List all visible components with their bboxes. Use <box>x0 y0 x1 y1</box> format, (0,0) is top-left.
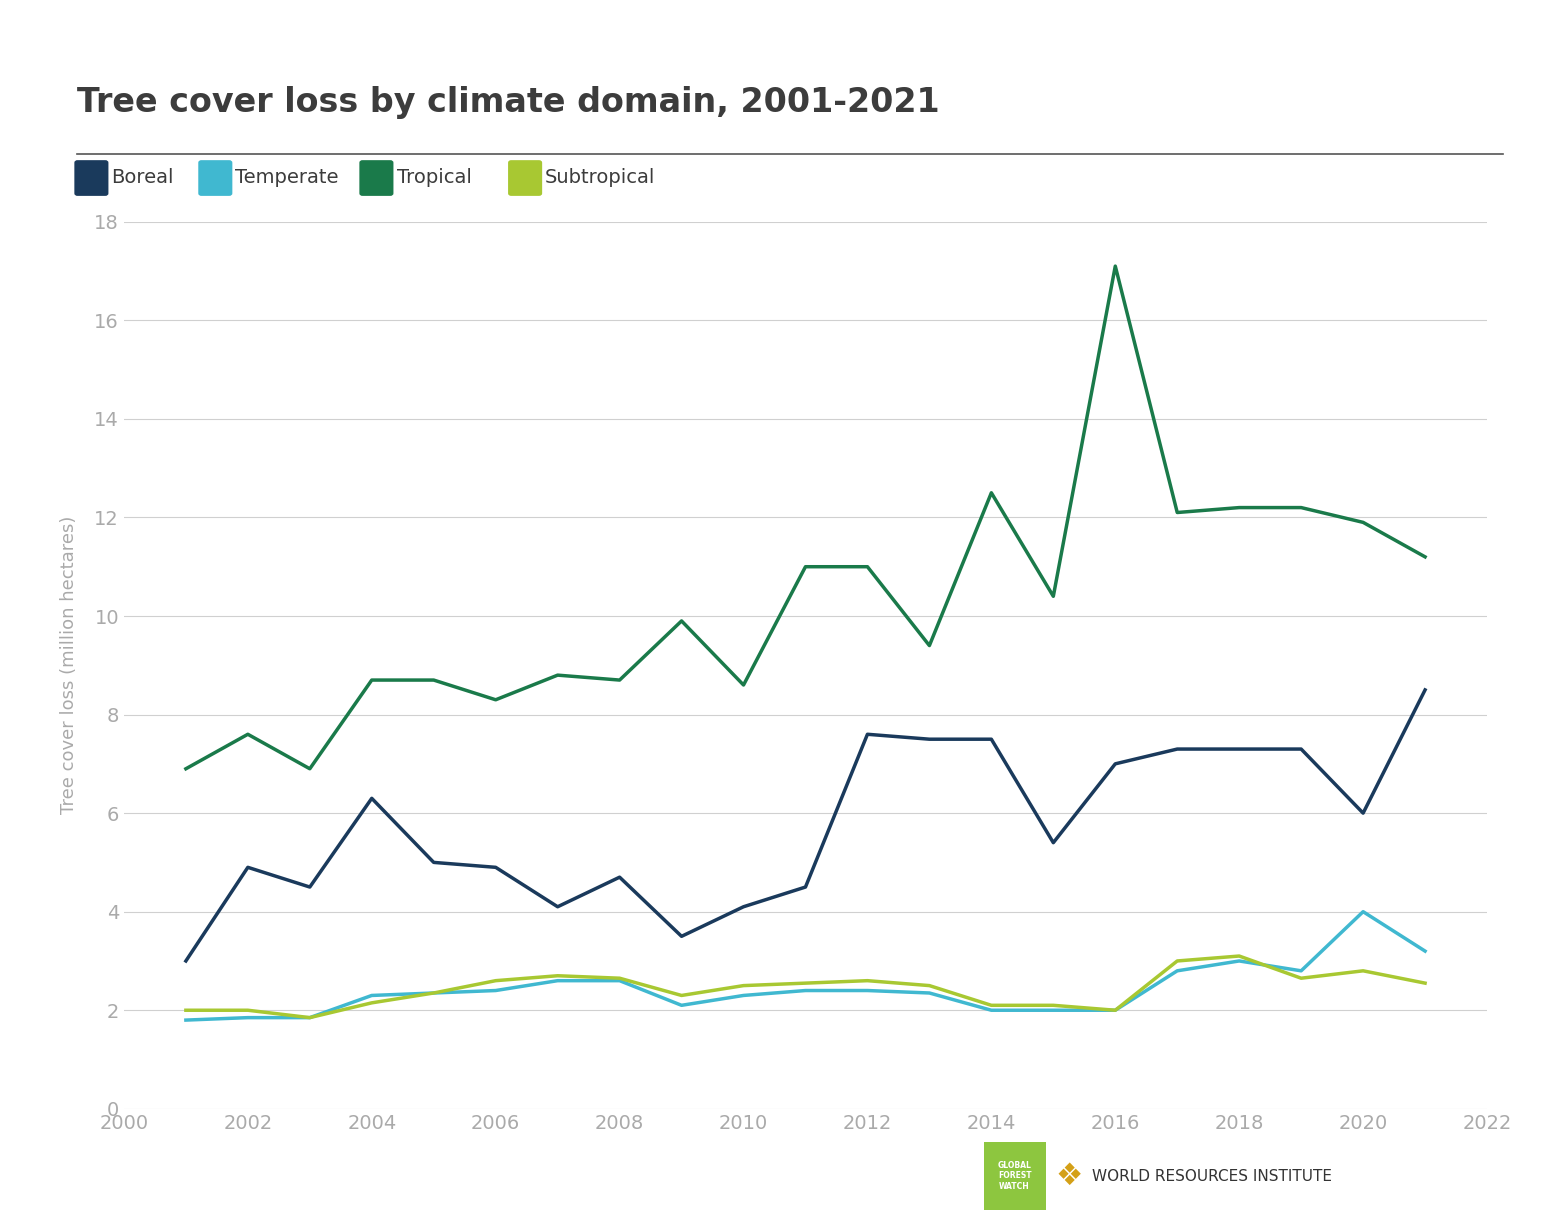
Text: Boreal: Boreal <box>112 168 173 187</box>
Text: Subtropical: Subtropical <box>545 168 655 187</box>
Text: GLOBAL
FOREST
WATCH: GLOBAL FOREST WATCH <box>998 1161 1032 1191</box>
Y-axis label: Tree cover loss (million hectares): Tree cover loss (million hectares) <box>60 516 77 814</box>
Text: Tree cover loss by climate domain, 2001-2021: Tree cover loss by climate domain, 2001-… <box>77 86 940 120</box>
Text: ❖: ❖ <box>1055 1162 1083 1191</box>
Text: Tropical: Tropical <box>397 168 471 187</box>
Text: WORLD RESOURCES INSTITUTE: WORLD RESOURCES INSTITUTE <box>1092 1169 1332 1184</box>
Text: Temperate: Temperate <box>235 168 339 187</box>
